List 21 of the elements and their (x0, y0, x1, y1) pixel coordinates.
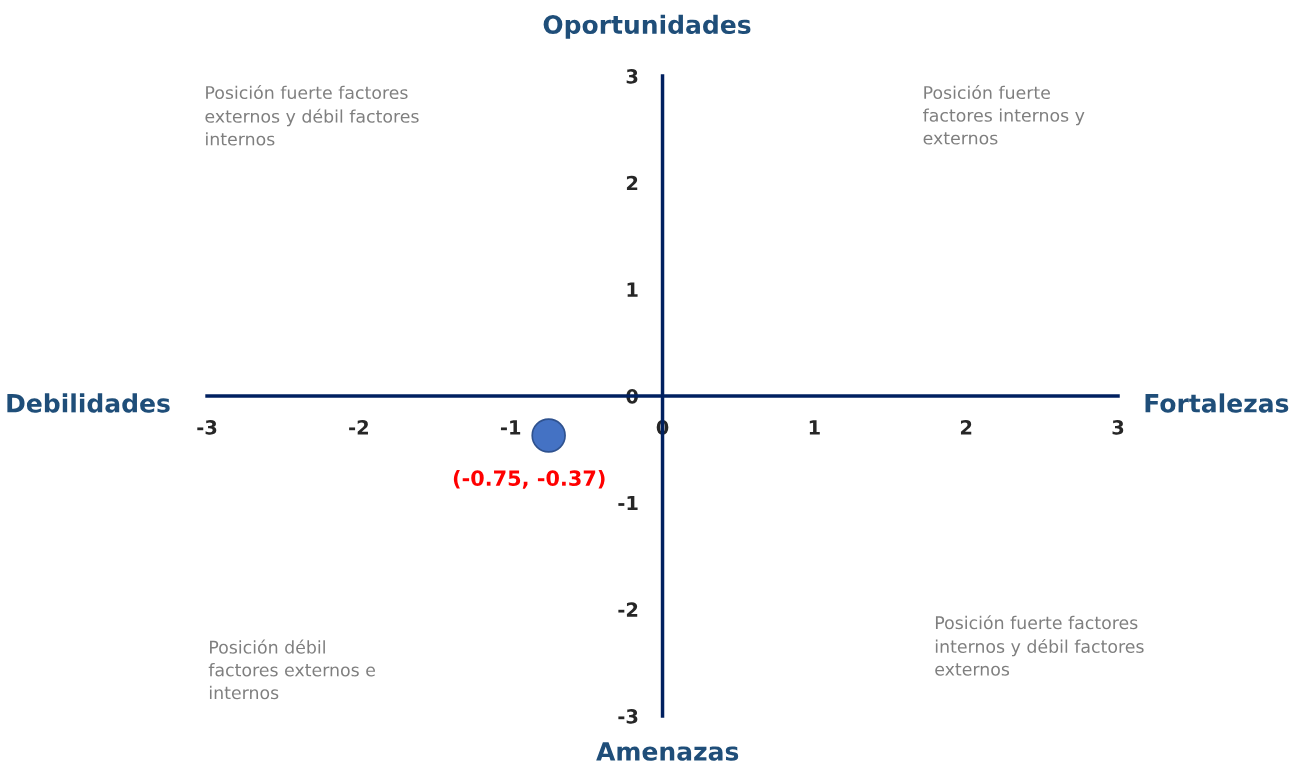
y-tick-label: 2 (626, 175, 638, 191)
x-tick-label: -3 (197, 419, 217, 435)
annotation: Posición fuerte factores internos y externos (923, 84, 1085, 145)
annotation: Posición fuerte factores externos y débil factores internos (205, 84, 419, 146)
x-tick-label: 1 (809, 420, 820, 435)
annotation: (-0.75, -0.37) (453, 469, 605, 489)
text: Fortalezas (1145, 393, 1289, 413)
annotation: Posición débil factores externos e internos (208, 639, 375, 700)
y-tick-label: 1 (627, 282, 638, 297)
text: Amenazas (596, 742, 739, 761)
text: Oportunidades (543, 14, 751, 39)
y-tick-label: -2 (618, 602, 638, 617)
y-tick-label: -1 (618, 495, 638, 511)
x-tick-label: -2 (349, 419, 368, 435)
y-tick-label: -3 (618, 709, 638, 724)
x-tick-label: 2 (960, 419, 972, 435)
text: Debilidades (7, 393, 170, 413)
x-tick-label: 3 (1112, 419, 1124, 435)
annotation: Posición fuerte factores internos y débil factores externos (935, 615, 1144, 676)
x-tick-label: -1 (500, 420, 521, 435)
y-tick-label: 3 (626, 69, 638, 84)
